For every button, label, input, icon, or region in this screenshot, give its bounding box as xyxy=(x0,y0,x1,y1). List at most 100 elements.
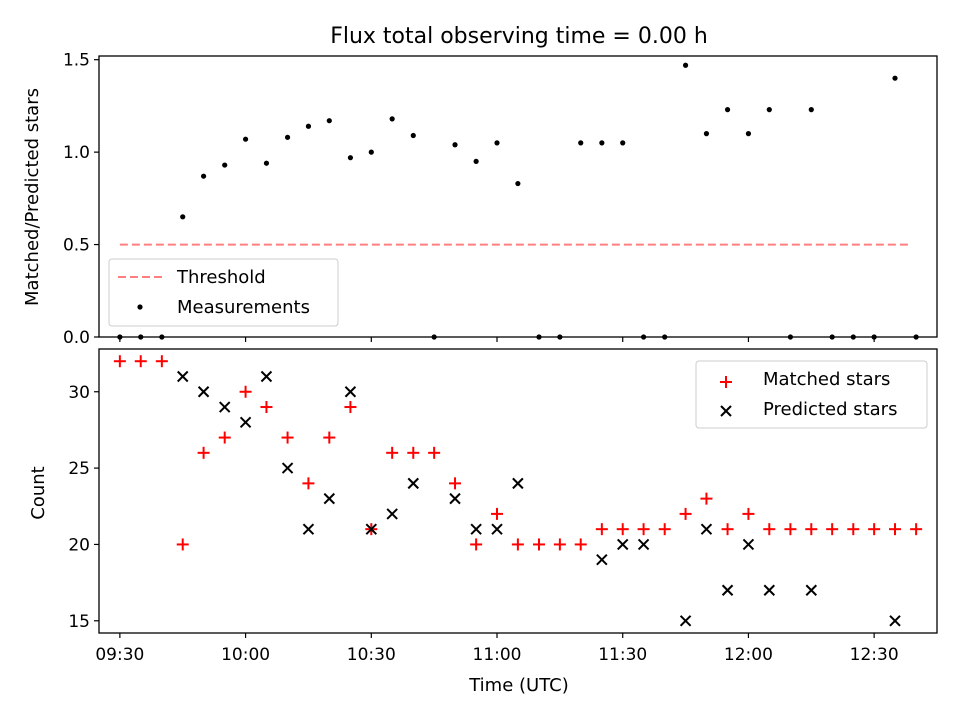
matched-star-point xyxy=(679,507,692,520)
top-y-tick-label: 1.0 xyxy=(63,143,90,163)
bottom-panel: 15 20 25 30 09:30 10:00 10:30 11:00 11:30 12:00 1… xyxy=(28,348,938,696)
matched-legend-label: Matched stars xyxy=(763,369,890,390)
bottom-x-tick-label: 10:00 xyxy=(221,645,270,665)
matched-star-point xyxy=(323,431,336,444)
predicted-star-point xyxy=(679,615,692,627)
bottom-axes-frame xyxy=(98,348,938,634)
predicted-legend-label: Predicted stars xyxy=(763,399,897,420)
bottom-x-tick-label: 10:30 xyxy=(347,645,396,665)
bottom-x-ticks: 09:30 10:00 10:30 11:00 11:30 12:00 12:30 xyxy=(95,633,899,665)
measurement-point xyxy=(787,334,794,340)
measurement-point xyxy=(536,334,542,340)
matched-star-point xyxy=(428,446,441,459)
matched-star-point xyxy=(239,385,252,398)
bottom-y-ticks: 15 20 25 30 xyxy=(68,383,99,632)
matched-star-point xyxy=(470,538,483,551)
predicted-star-point xyxy=(302,523,315,535)
predicted-star-point xyxy=(219,401,231,413)
top-legend: Threshold Measurements xyxy=(108,258,339,327)
matched-star-point xyxy=(449,477,462,490)
predicted-star-point xyxy=(721,584,734,596)
top-panel: 0.0 0.5 1.0 1.5 Matched/Predicted stars Thr… xyxy=(22,51,938,348)
bottom-x-tick-label: 12:30 xyxy=(850,645,899,665)
measurement-point xyxy=(284,134,291,140)
bottom-x-tick-label: 12:00 xyxy=(724,645,773,665)
measurement-point xyxy=(557,334,563,340)
matched-star-point xyxy=(889,523,902,536)
measurement-point xyxy=(640,334,647,340)
matched-star-point xyxy=(595,523,608,536)
matched-star-point xyxy=(553,538,566,551)
measurement-point xyxy=(494,140,500,146)
bottom-y-tick-label: 25 xyxy=(68,459,90,479)
measurement-point xyxy=(326,118,332,124)
predicted-legend-swatch xyxy=(720,405,732,417)
matched-star-point xyxy=(805,523,818,536)
measurement-point xyxy=(200,173,207,179)
predicted-star-point xyxy=(805,584,817,596)
measurement-point xyxy=(305,123,312,129)
measurement-point xyxy=(159,334,165,340)
matched-star-point xyxy=(176,538,189,551)
predicted-star-point xyxy=(197,386,210,398)
top-y-ticks: 0.0 0.5 1.0 1.5 xyxy=(63,51,99,348)
measurement-point xyxy=(745,131,752,137)
measurement-point xyxy=(138,334,144,340)
measurement-point xyxy=(473,158,479,164)
measurements-legend-label: Measurements xyxy=(177,297,310,318)
matched-star-point xyxy=(344,401,357,414)
matched-star-point xyxy=(302,477,315,490)
predicted-star-point xyxy=(407,477,419,490)
measurement-point xyxy=(452,142,458,148)
measurement-point xyxy=(599,140,605,146)
matched-star-point xyxy=(616,523,629,536)
bottom-x-tick-label: 11:00 xyxy=(473,645,522,665)
top-y-tick-label: 0.5 xyxy=(63,236,90,256)
bottom-legend-box xyxy=(695,360,928,429)
predicted-star-point xyxy=(323,492,336,505)
predicted-star-point xyxy=(596,554,608,566)
measurement-point xyxy=(724,107,731,113)
predicted-stars-points xyxy=(177,370,901,627)
matched-star-point xyxy=(763,523,776,536)
predicted-star-point xyxy=(344,386,357,398)
matched-star-point xyxy=(281,431,294,444)
top-y-tick-label: 1.5 xyxy=(63,51,90,71)
matched-star-point xyxy=(784,523,797,536)
bottom-y-axis-label: Count xyxy=(28,466,49,519)
x-axis-label: Time (UTC) xyxy=(468,675,569,696)
matched-star-point xyxy=(260,401,273,414)
measurement-point xyxy=(578,140,584,146)
matched-star-point xyxy=(847,523,860,536)
measurement-point xyxy=(431,334,437,340)
matched-star-point xyxy=(386,446,399,459)
matched-star-point xyxy=(868,523,881,536)
bottom-y-tick-label: 20 xyxy=(68,535,90,555)
matched-star-point xyxy=(658,523,671,536)
measurement-point xyxy=(703,131,710,137)
predicted-star-point xyxy=(281,462,294,474)
predicted-star-point xyxy=(449,492,461,505)
measurement-point xyxy=(620,140,626,146)
predicted-star-point xyxy=(260,370,273,383)
measurement-point xyxy=(850,334,856,340)
measurement-point xyxy=(892,75,898,81)
bottom-x-tick-label: 11:30 xyxy=(598,645,647,665)
predicted-star-point xyxy=(512,477,524,490)
measurement-point xyxy=(368,149,374,155)
measurements-legend-swatch xyxy=(137,304,143,310)
bottom-legend: Matched stars Predicted stars xyxy=(695,360,928,429)
matched-star-point xyxy=(532,538,545,551)
measurement-point xyxy=(347,155,354,161)
measurement-point xyxy=(242,136,249,142)
matched-star-point xyxy=(826,523,839,536)
matched-star-point xyxy=(134,355,147,368)
measurement-point xyxy=(117,334,123,340)
matched-star-point xyxy=(700,492,713,505)
measurement-point xyxy=(682,62,689,68)
top-y-axis-label: Matched/Predicted stars xyxy=(22,88,43,306)
matched-star-point xyxy=(155,355,168,368)
measurement-point xyxy=(515,180,521,187)
